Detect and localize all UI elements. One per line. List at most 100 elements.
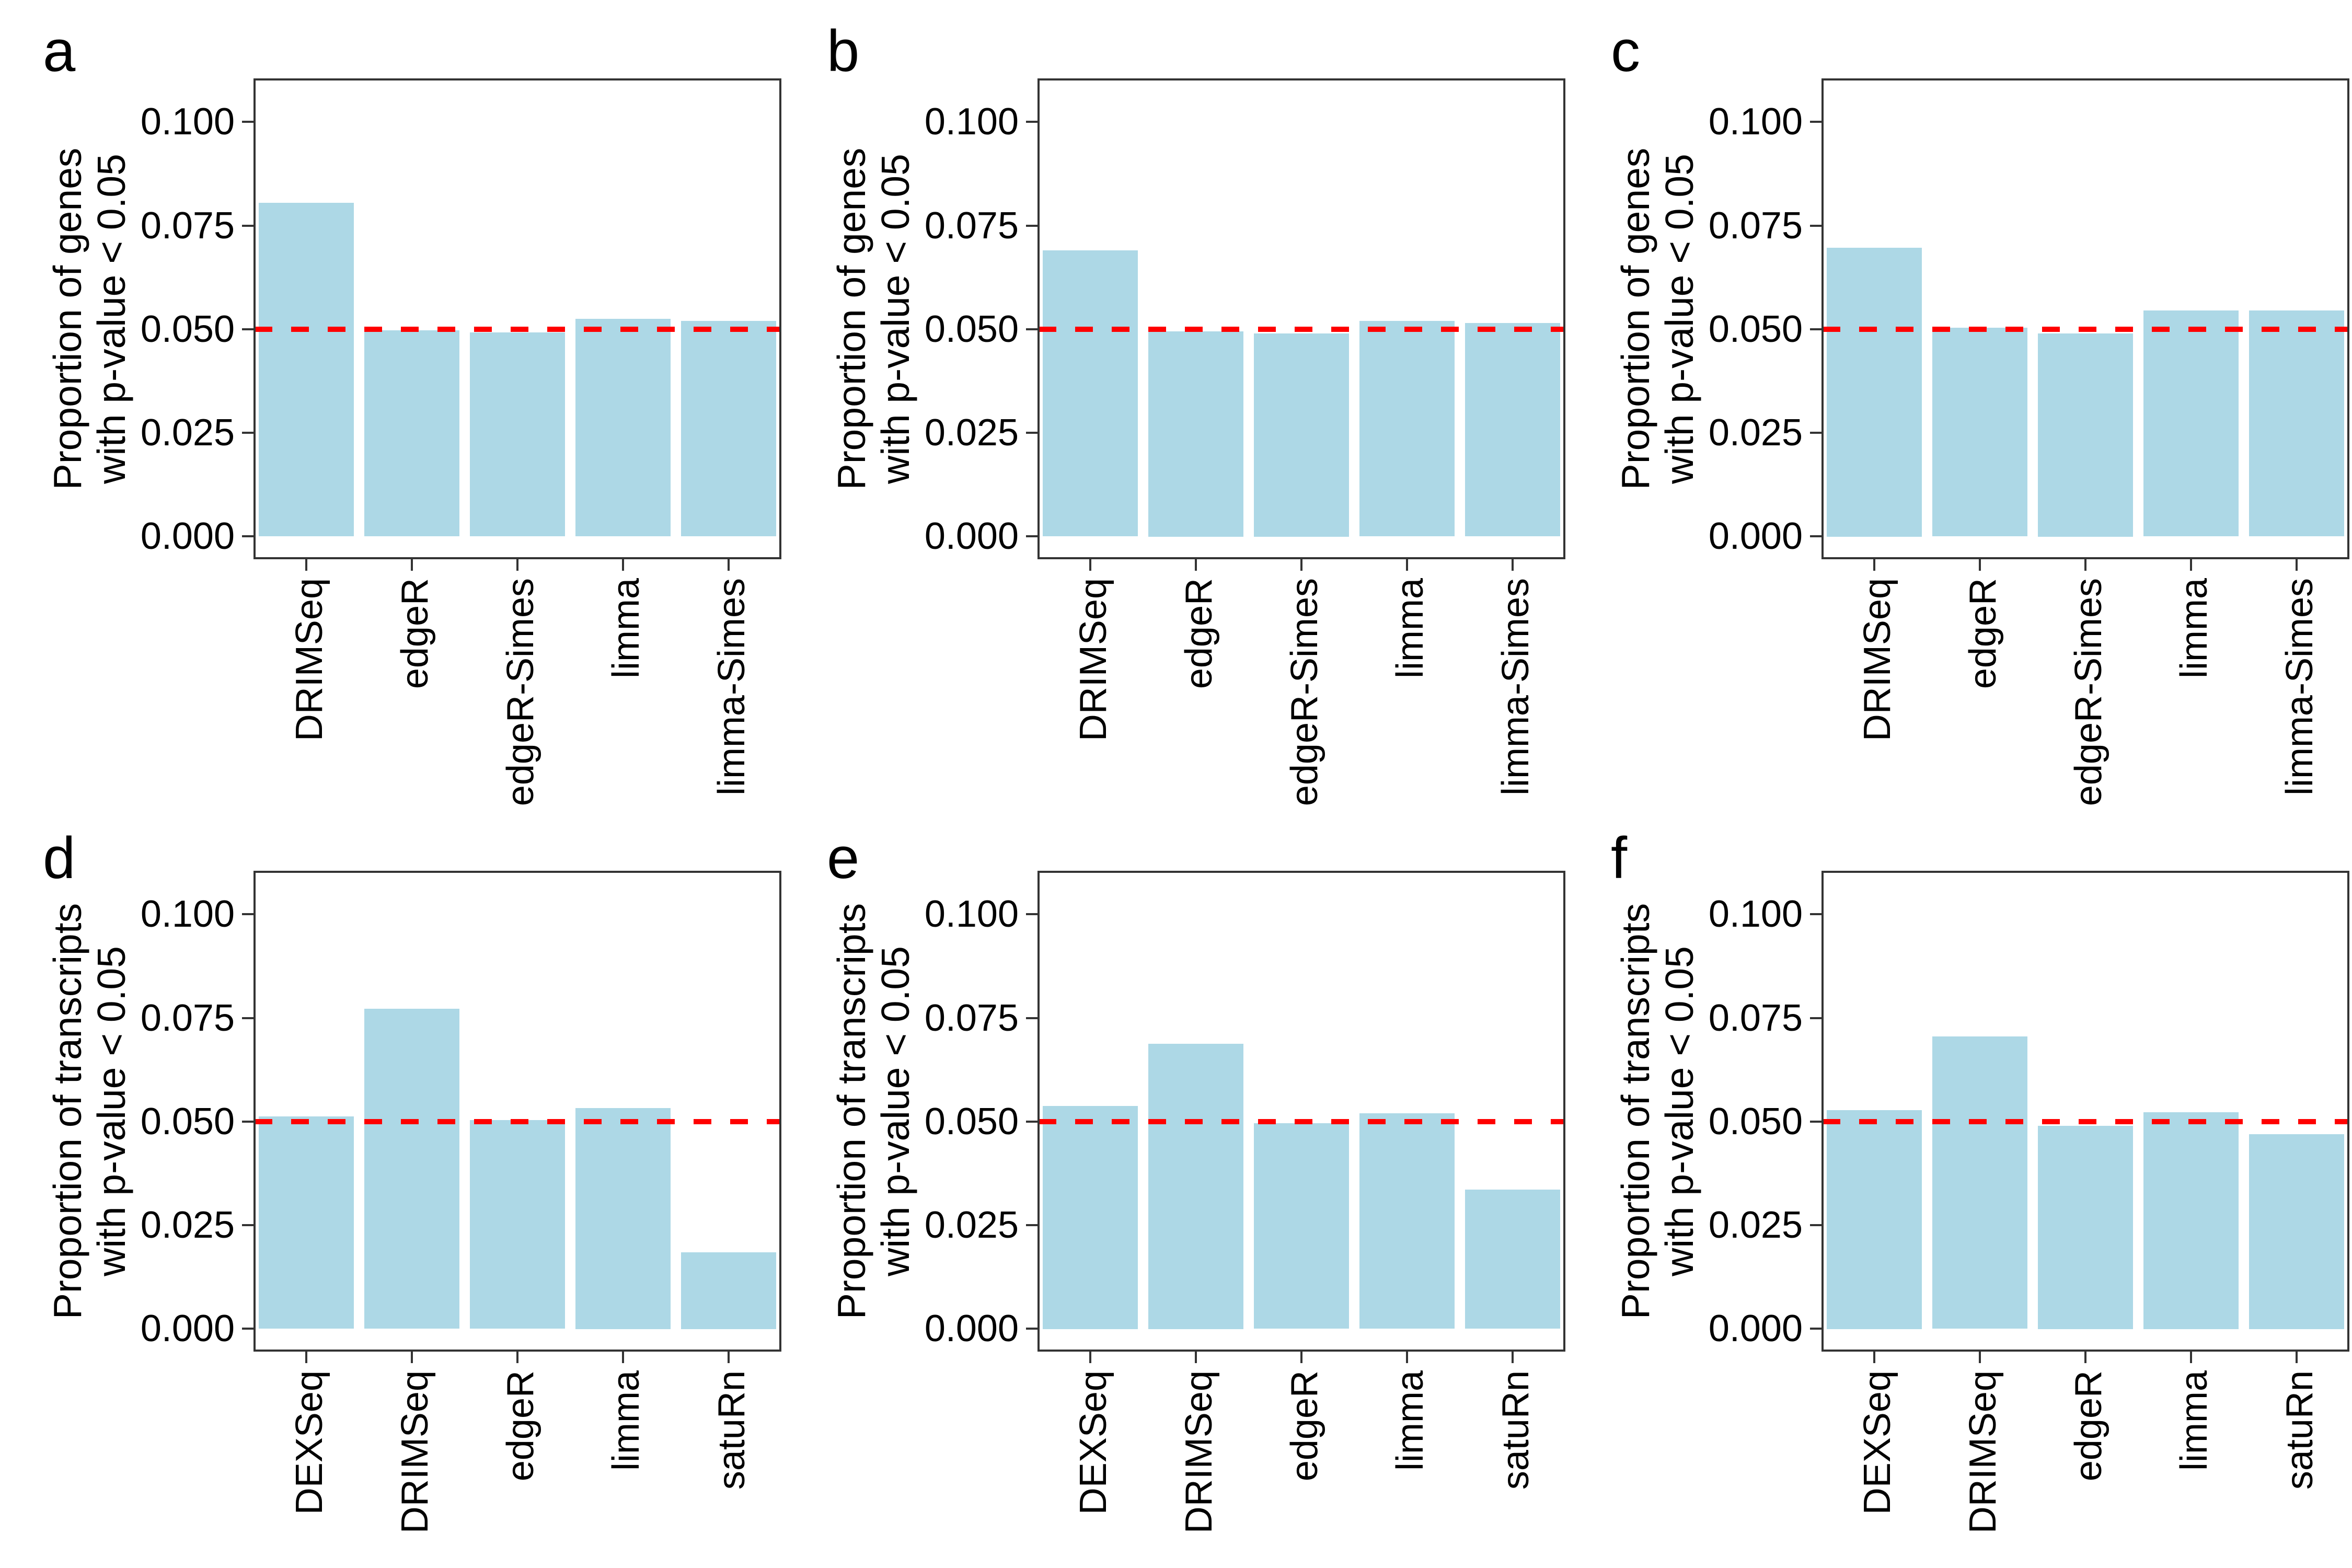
x-tick-label: edgeR: [394, 578, 436, 689]
x-tick-label: limma: [605, 1370, 647, 1471]
y-tick: [1810, 913, 1821, 915]
x-tick: [728, 559, 730, 571]
y-tick: [1810, 121, 1821, 123]
y-tick-label: 0.075: [140, 205, 235, 247]
x-tick: [2084, 1352, 2086, 1363]
bar-edgeR-Simes: [1254, 333, 1349, 537]
panel-letter-f: f: [1611, 825, 1628, 891]
y-axis-title-line1: Proportion of transcripts: [45, 903, 89, 1320]
x-tick: [1406, 559, 1408, 571]
y-axis-title-line1: Proportion of genes: [829, 147, 873, 490]
panel-letter-a: a: [43, 18, 76, 84]
y-tick-label: 0.025: [140, 1204, 235, 1246]
y-tick-label: 0.000: [1708, 1308, 1803, 1350]
y-tick-label: 0.075: [924, 997, 1019, 1039]
x-tick: [2296, 1352, 2298, 1363]
x-tick-label: edgeR: [2068, 1370, 2109, 1482]
x-tick-label: limma: [1389, 1370, 1431, 1471]
bar-edgeR: [1932, 328, 2027, 536]
plot-area: [1821, 871, 2349, 1352]
bar-satuRn: [1465, 1190, 1560, 1329]
significance-threshold-line: [1039, 1119, 1564, 1124]
x-tick-label: DRIMSeq: [1962, 1370, 2004, 1534]
x-tick: [2190, 1352, 2192, 1363]
x-tick: [1089, 559, 1091, 571]
y-tick-label: 0.100: [140, 893, 235, 935]
bar-DRIMSeq: [1043, 250, 1138, 536]
y-axis-title-line1: Proportion of genes: [45, 147, 89, 490]
bar-limma: [575, 1108, 671, 1329]
y-tick-label: 0.075: [1708, 205, 1803, 247]
bar-DRIMSeq: [1148, 1044, 1243, 1329]
x-tick-label: DEXSeq: [1857, 1370, 1898, 1515]
panel-letter-c: c: [1611, 18, 1640, 84]
bar-edgeR: [470, 1120, 565, 1329]
y-tick: [1026, 432, 1037, 434]
bar-DRIMSeq: [1827, 248, 1922, 537]
x-tick-label: limma: [1389, 578, 1431, 678]
x-tick: [305, 1352, 307, 1363]
panel-e: e Proportion of transcripts with p-value <…: [784, 815, 1568, 1568]
x-tick: [516, 1352, 518, 1363]
x-tick-label: DRIMSeq: [289, 578, 330, 742]
x-tick-label: satuRn: [1495, 1370, 1537, 1490]
bar-satuRn: [681, 1252, 776, 1329]
y-tick: [242, 1224, 253, 1226]
y-tick-label: 0.100: [924, 893, 1019, 935]
panel-letter-d: d: [43, 825, 76, 891]
significance-threshold-line: [1823, 1119, 2348, 1124]
y-tick: [242, 535, 253, 537]
panel-f: f Proportion of transcripts with p-value <…: [1568, 815, 2352, 1568]
plot-area: [253, 78, 781, 559]
bar-DEXSeq: [1827, 1110, 1922, 1329]
x-tick: [411, 559, 413, 571]
bar-limma-Simes: [1465, 323, 1560, 536]
panel-letter-e: e: [827, 825, 860, 891]
y-tick: [242, 121, 253, 123]
x-tick: [1512, 1352, 1514, 1363]
y-tick: [1810, 1328, 1821, 1330]
x-tick-label: edgeR: [1284, 1370, 1325, 1482]
y-tick-label: 0.025: [1708, 1204, 1803, 1246]
x-tick: [1406, 1352, 1408, 1363]
y-tick-label: 0.075: [924, 205, 1019, 247]
x-tick: [2084, 559, 2086, 571]
x-tick-label: DEXSeq: [289, 1370, 330, 1515]
bar-edgeR-Simes: [2038, 333, 2133, 537]
y-tick-label: 0.000: [140, 515, 235, 557]
x-tick: [622, 559, 624, 571]
y-tick-label: 0.050: [140, 1101, 235, 1143]
x-tick-label: limma-Simes: [711, 578, 753, 796]
x-tick-label: limma-Simes: [2279, 578, 2321, 796]
y-tick-label: 0.025: [924, 1204, 1019, 1246]
bar-limma: [1359, 1113, 1455, 1329]
significance-threshold-line: [1823, 327, 2348, 332]
x-tick-label: limma: [2173, 1370, 2215, 1471]
bar-edgeR: [2038, 1126, 2133, 1329]
x-tick: [1195, 1352, 1197, 1363]
x-tick: [1195, 559, 1197, 571]
y-tick: [1810, 1121, 1821, 1123]
y-tick: [242, 1328, 253, 1330]
x-tick: [1512, 559, 1514, 571]
bar-DRIMSeq: [1932, 1036, 2027, 1329]
y-tick-label: 0.050: [1708, 1101, 1803, 1143]
y-tick-label: 0.075: [140, 997, 235, 1039]
x-tick: [622, 1352, 624, 1363]
y-tick-label: 0.050: [924, 308, 1019, 350]
y-tick: [242, 1121, 253, 1123]
plot-area: [253, 871, 781, 1352]
x-tick: [2296, 559, 2298, 571]
x-tick: [1089, 1352, 1091, 1363]
y-tick-label: 0.050: [140, 308, 235, 350]
x-tick-label: satuRn: [711, 1370, 753, 1490]
bar-edgeR-Simes: [470, 332, 565, 536]
significance-threshold-line: [1039, 327, 1564, 332]
y-tick: [242, 225, 253, 227]
y-tick: [1810, 225, 1821, 227]
x-tick-label: edgeR-Simes: [1284, 578, 1325, 806]
x-tick-label: limma-Simes: [1495, 578, 1537, 796]
bar-limma-Simes: [681, 321, 776, 536]
y-tick: [242, 1017, 253, 1019]
